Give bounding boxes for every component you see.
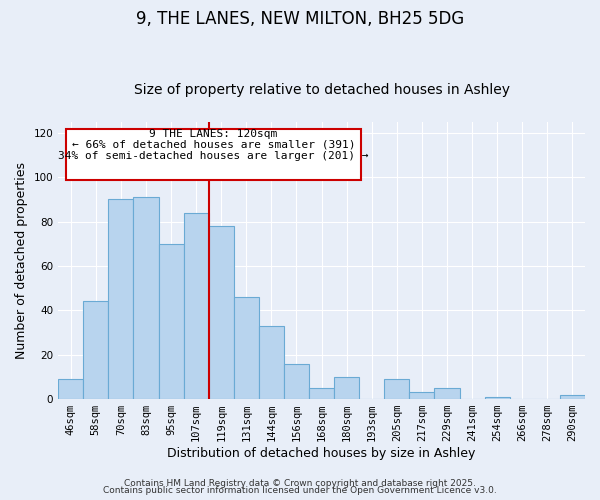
Bar <box>158 244 184 399</box>
Y-axis label: Number of detached properties: Number of detached properties <box>15 162 28 359</box>
Bar <box>83 302 109 399</box>
Text: 9 THE LANES: 120sqm: 9 THE LANES: 120sqm <box>149 128 278 138</box>
Bar <box>184 212 209 399</box>
Bar <box>109 200 133 399</box>
Text: Contains public sector information licensed under the Open Government Licence v3: Contains public sector information licen… <box>103 486 497 495</box>
FancyBboxPatch shape <box>66 128 361 180</box>
Bar <box>58 379 83 399</box>
Bar <box>434 388 460 399</box>
Bar <box>209 226 234 399</box>
Title: Size of property relative to detached houses in Ashley: Size of property relative to detached ho… <box>134 83 509 97</box>
Bar <box>409 392 434 399</box>
Bar <box>259 326 284 399</box>
Text: Contains HM Land Registry data © Crown copyright and database right 2025.: Contains HM Land Registry data © Crown c… <box>124 478 476 488</box>
Bar <box>560 394 585 399</box>
Bar <box>485 397 510 399</box>
X-axis label: Distribution of detached houses by size in Ashley: Distribution of detached houses by size … <box>167 447 476 460</box>
Bar <box>309 388 334 399</box>
Bar <box>284 364 309 399</box>
Bar <box>234 297 259 399</box>
Bar <box>385 379 409 399</box>
Bar <box>133 197 158 399</box>
Bar <box>334 377 359 399</box>
Text: ← 66% of detached houses are smaller (391): ← 66% of detached houses are smaller (39… <box>72 140 355 150</box>
Text: 9, THE LANES, NEW MILTON, BH25 5DG: 9, THE LANES, NEW MILTON, BH25 5DG <box>136 10 464 28</box>
Text: 34% of semi-detached houses are larger (201) →: 34% of semi-detached houses are larger (… <box>58 151 369 161</box>
